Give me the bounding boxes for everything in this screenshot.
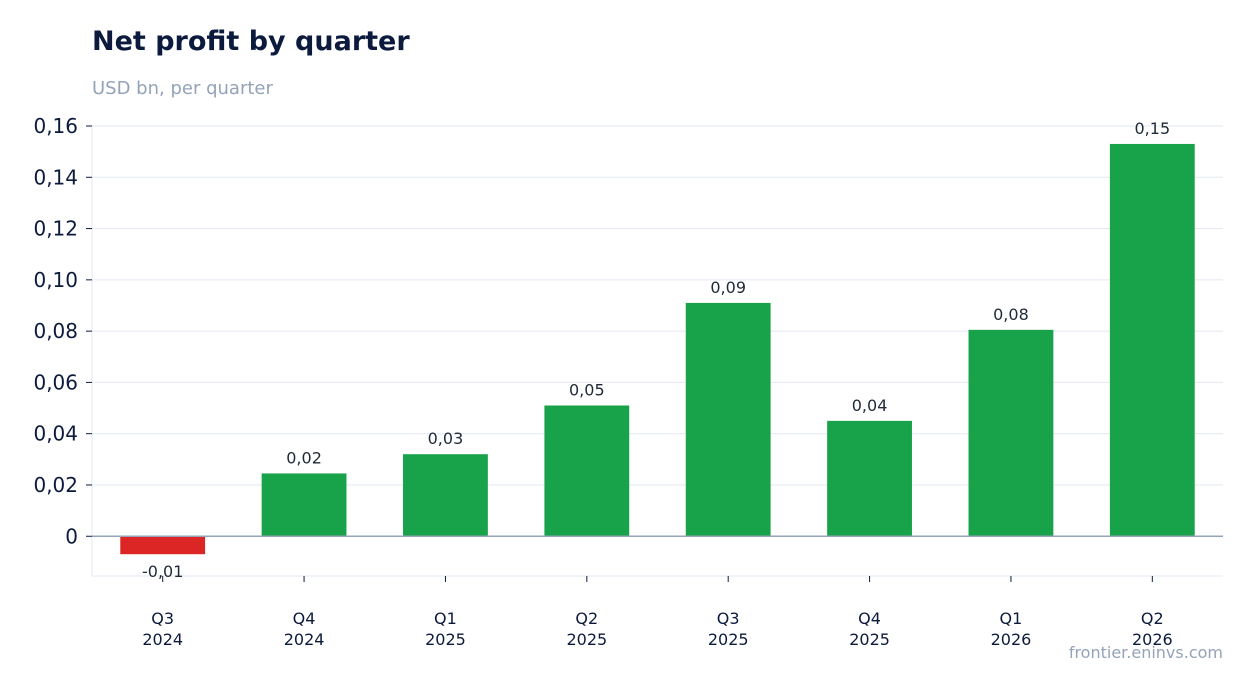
data-label: 0,05: [569, 380, 605, 399]
x-tick-label-quarter: Q3: [151, 609, 174, 628]
y-axis-ticks: 0 0,02 0,04 0,06 0,08 0,10 0,12 0,14 0,16: [33, 114, 92, 548]
x-tick-label-quarter: Q1: [1000, 609, 1023, 628]
data-label: -0,01: [142, 562, 183, 581]
bar: [968, 329, 1054, 537]
bar: [544, 405, 630, 537]
data-label: 0,03: [428, 429, 464, 448]
x-axis-ticks: Q3 2024 Q4 2024 Q1 2025 Q2 2025 Q3 2025 Q4 2025 Q1 20…: [142, 576, 1173, 649]
y-tick-label: 0,02: [33, 473, 78, 497]
x-tick-label-year: 2025: [425, 630, 466, 649]
x-tick-label-year: 2024: [142, 630, 183, 649]
data-label: 0,02: [286, 448, 322, 467]
bar: [827, 420, 912, 537]
chart-subtitle: USD bn, per quarter: [92, 78, 273, 99]
x-tick-label-year: 2025: [566, 630, 607, 649]
y-tick-label: 0,16: [33, 114, 78, 138]
data-labels: -0,01 0,02 0,03 0,05 0,09 0,04 0,08 0,15: [142, 119, 1170, 581]
data-label: 0,09: [710, 278, 746, 297]
y-tick-label: 0: [65, 524, 78, 548]
bar: [403, 454, 488, 537]
bar: [1109, 143, 1195, 537]
chart-title: Net profit by quarter: [92, 26, 410, 57]
data-label: 0,15: [1135, 119, 1171, 138]
bar: [120, 536, 206, 555]
bar: [261, 473, 347, 537]
bars: [120, 143, 1195, 555]
data-label: 0,04: [852, 396, 888, 415]
source-link[interactable]: frontier.eninvs.com: [1068, 643, 1223, 662]
y-tick-label: 0,14: [33, 165, 78, 189]
y-tick-label: 0,06: [33, 370, 78, 394]
x-tick-label-quarter: Q3: [717, 609, 740, 628]
x-tick-label-year: 2026: [1132, 630, 1173, 649]
x-tick-label-year: 2025: [708, 630, 749, 649]
x-tick-label-quarter: Q4: [293, 609, 316, 628]
x-tick-label-quarter: Q1: [434, 609, 457, 628]
y-tick-label: 0,08: [33, 319, 78, 343]
x-tick-label-year: 2025: [849, 630, 890, 649]
x-tick-label-quarter: Q2: [575, 609, 598, 628]
y-tick-label: 0,12: [33, 217, 78, 241]
bar: [685, 302, 771, 537]
x-tick-label-quarter: Q4: [858, 609, 881, 628]
x-tick-label-year: 2026: [991, 630, 1032, 649]
x-tick-label-year: 2024: [284, 630, 325, 649]
y-tick-label: 0,04: [33, 422, 78, 446]
data-label: 0,08: [993, 305, 1029, 324]
y-tick-label: 0,10: [33, 268, 78, 292]
x-tick-label-quarter: Q2: [1141, 609, 1164, 628]
